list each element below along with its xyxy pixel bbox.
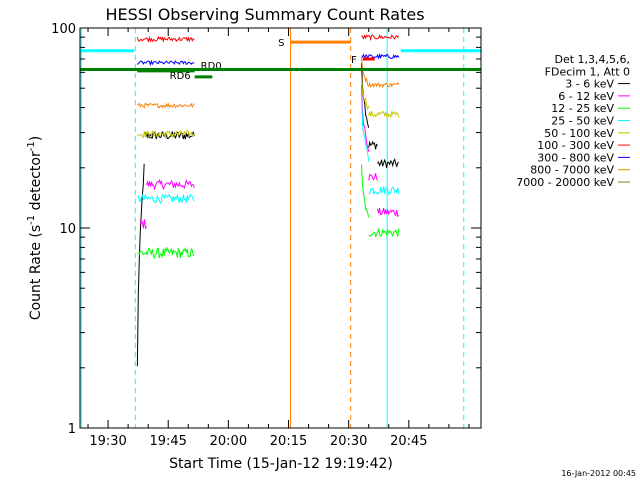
series-trace: [377, 158, 400, 168]
series-3-6keV: [136, 63, 400, 367]
series-trace: [361, 164, 370, 218]
legend-label: 300 - 800 keV: [537, 151, 614, 164]
series-trace: [361, 95, 370, 162]
series-trace: [368, 140, 378, 150]
chart-title: HESSI Observing Summary Count Rates: [105, 5, 424, 24]
rd-label: RD6: [170, 71, 191, 82]
y-axis-label-sup2: -1: [26, 141, 37, 151]
plot-area: RD0 RD6 S F 19:30 19:45 20:00 20:15 20:30 20:45 1 1…: [51, 22, 482, 449]
series-trace: [368, 227, 400, 238]
series-trace: [137, 193, 195, 205]
y-axis-label-sup: -1: [26, 215, 37, 225]
y-tick-label: 100: [51, 22, 76, 37]
x-tick-label: 20:00: [210, 434, 247, 449]
series-trace: [143, 131, 195, 140]
x-tick-label: 20:30: [330, 434, 367, 449]
x-tick-label: 20:45: [390, 434, 427, 449]
y-axis-label-suffix: ): [28, 136, 44, 141]
series-trace: [137, 130, 195, 140]
series-trace: [368, 173, 378, 181]
legend-header: Det 1,3,4,5,6,: [554, 53, 630, 66]
legend-label: 7000 - 20000 keV: [516, 176, 614, 189]
x-tick-label: 19:30: [89, 434, 126, 449]
series-trace: [377, 207, 400, 218]
x-tick-label: 19:45: [149, 434, 186, 449]
series-trace: [361, 77, 370, 111]
x-tick-label: 20:15: [270, 434, 307, 449]
legend-label: 12 - 25 keV: [551, 102, 614, 115]
legend-label: 25 - 50 keV: [551, 115, 614, 128]
series-25-50keV: [137, 95, 400, 205]
series-trace: [368, 110, 400, 118]
y-axis-label: Count Rate (s-1 detector-1): [26, 136, 44, 320]
series-100-300keV: [136, 34, 400, 43]
series-trace: [136, 163, 145, 367]
series-trace: [136, 35, 195, 43]
y-axis-label-mid: detector: [28, 151, 44, 215]
y-tick-label: 1: [68, 422, 76, 437]
legend: Det 1,3,4,5,6,FDecim 1, Att 03 - 6 keV6 …: [516, 53, 630, 189]
series-trace: [368, 81, 400, 89]
series-trace: [368, 186, 400, 196]
series-trace: [146, 178, 195, 191]
flag-label: F: [351, 55, 357, 66]
series-trace: [361, 34, 400, 42]
flag-label: S: [278, 38, 284, 49]
series-trace: [139, 219, 147, 230]
legend-header: FDecim 1, Att 0: [545, 65, 630, 78]
legend-label: 50 - 100 keV: [544, 127, 614, 140]
series-trace: [361, 84, 370, 152]
legend-label: 6 - 12 keV: [558, 90, 614, 103]
series-300-800keV: [136, 53, 400, 67]
legend-label: 100 - 300 keV: [537, 139, 614, 152]
footer-date: 16-Jan-2012 00:45: [561, 469, 636, 478]
y-axis-label-prefix: Count Rate (s: [28, 225, 44, 320]
x-axis-label: Start Time (15-Jan-12 19:19:42): [169, 456, 393, 472]
y-tick-label: 10: [59, 222, 76, 237]
series-6-12keV: [139, 84, 400, 230]
series-12-25keV: [137, 164, 400, 260]
series-50-100keV: [137, 77, 400, 140]
series-trace: [136, 59, 195, 67]
rd-label: RD0: [201, 61, 222, 72]
series-trace: [137, 102, 195, 109]
legend-label: 800 - 7000 keV: [530, 164, 614, 177]
series-trace: [137, 246, 195, 260]
legend-label: 3 - 6 keV: [565, 78, 614, 91]
series-800-7000keV: [137, 58, 400, 109]
